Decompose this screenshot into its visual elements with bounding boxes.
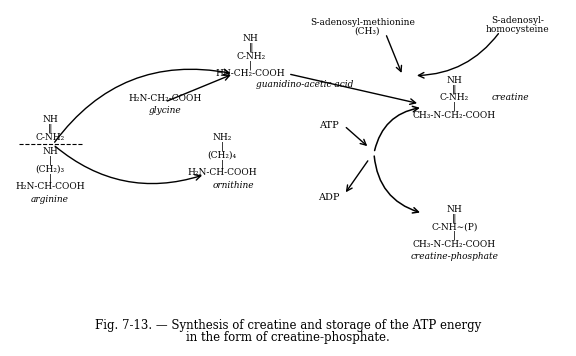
Text: glycine: glycine — [149, 106, 181, 115]
Text: creatine-phosphate: creatine-phosphate — [410, 252, 498, 261]
Text: ATP: ATP — [320, 121, 339, 130]
Text: ‖: ‖ — [249, 43, 253, 52]
Text: NH: NH — [446, 205, 462, 214]
Text: arginine: arginine — [31, 195, 69, 204]
Text: (CH₃): (CH₃) — [354, 27, 380, 36]
Text: |: | — [48, 173, 52, 183]
Text: HN-CH₂-COOH: HN-CH₂-COOH — [216, 69, 286, 78]
Text: ‖: ‖ — [452, 84, 456, 94]
Text: CH₃-N-CH₂-COOH: CH₃-N-CH₂-COOH — [412, 240, 496, 249]
Text: H₂N-CH-COOH: H₂N-CH-COOH — [16, 182, 85, 191]
Text: NH: NH — [42, 115, 58, 124]
Text: NH: NH — [42, 147, 58, 156]
Text: |: | — [453, 102, 456, 111]
Text: |: | — [453, 231, 456, 240]
Text: |: | — [221, 159, 223, 169]
Text: NH: NH — [446, 77, 462, 85]
Text: CH₃-N-CH₂-COOH: CH₃-N-CH₂-COOH — [412, 111, 496, 120]
Text: S-adenosyl-: S-adenosyl- — [491, 16, 544, 25]
Text: guanidino-acetic acid: guanidino-acetic acid — [256, 80, 354, 89]
Text: |: | — [249, 60, 252, 70]
Text: ornithine: ornithine — [213, 180, 255, 189]
Text: |: | — [48, 156, 52, 165]
Text: C-NH₂: C-NH₂ — [439, 93, 469, 102]
Text: ADP: ADP — [319, 193, 340, 202]
Text: C-NH∼(P): C-NH∼(P) — [431, 222, 478, 231]
Text: C-NH₂: C-NH₂ — [36, 133, 65, 142]
Text: H₂N-CH₂-COOH: H₂N-CH₂-COOH — [128, 94, 202, 103]
Text: C-NH₂: C-NH₂ — [236, 52, 266, 61]
Text: S-adenosyl-methionine: S-adenosyl-methionine — [310, 18, 415, 27]
Text: ‖: ‖ — [452, 213, 456, 222]
Text: homocysteine: homocysteine — [486, 25, 549, 34]
Text: |: | — [221, 141, 223, 151]
Text: ‖: ‖ — [48, 124, 52, 133]
Text: NH: NH — [243, 34, 259, 43]
Text: H₂N-CH-COOH: H₂N-CH-COOH — [187, 168, 257, 177]
Text: (CH₂)₃: (CH₂)₃ — [36, 165, 65, 174]
Text: creatine: creatine — [491, 93, 529, 102]
Text: in the form of creatine-phosphate.: in the form of creatine-phosphate. — [186, 331, 390, 344]
Text: NH₂: NH₂ — [213, 133, 232, 142]
Text: (CH₂)₄: (CH₂)₄ — [207, 151, 237, 159]
Text: Fig. 7-13. — Synthesis of creatine and storage of the ATP energy: Fig. 7-13. — Synthesis of creatine and s… — [95, 319, 481, 332]
